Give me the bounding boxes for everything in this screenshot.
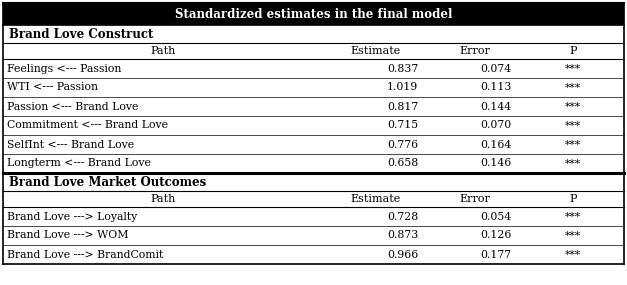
Text: Commitment <--- Brand Love: Commitment <--- Brand Love — [7, 121, 168, 131]
Text: ***: *** — [565, 249, 581, 260]
Text: 0.113: 0.113 — [480, 82, 512, 93]
Text: 0.054: 0.054 — [480, 211, 512, 221]
Text: 0.074: 0.074 — [480, 64, 512, 74]
Text: Brand Love Market Outcomes: Brand Love Market Outcomes — [9, 176, 206, 188]
Text: P: P — [569, 46, 576, 56]
Text: Standardized estimates in the final model: Standardized estimates in the final mode… — [175, 7, 452, 21]
Text: 0.164: 0.164 — [480, 139, 512, 150]
Text: 0.837: 0.837 — [387, 64, 418, 74]
Text: Estimate: Estimate — [350, 194, 401, 204]
Text: Brand Love Construct: Brand Love Construct — [9, 27, 154, 40]
Text: Error: Error — [460, 46, 490, 56]
Text: ***: *** — [565, 158, 581, 168]
Text: Error: Error — [460, 194, 490, 204]
Text: Brand Love ---> BrandComit: Brand Love ---> BrandComit — [7, 249, 163, 260]
Text: 1.019: 1.019 — [387, 82, 418, 93]
Text: 0.715: 0.715 — [387, 121, 418, 131]
Text: Brand Love ---> WOM: Brand Love ---> WOM — [7, 231, 129, 241]
Text: Estimate: Estimate — [350, 46, 401, 56]
Text: 0.070: 0.070 — [480, 121, 512, 131]
Text: ***: *** — [565, 211, 581, 221]
Text: Feelings <--- Passion: Feelings <--- Passion — [7, 64, 122, 74]
Text: 0.177: 0.177 — [480, 249, 512, 260]
Text: P: P — [569, 194, 576, 204]
Text: 0.146: 0.146 — [480, 158, 512, 168]
Text: 0.817: 0.817 — [387, 101, 418, 111]
Text: ***: *** — [565, 101, 581, 111]
Text: 0.658: 0.658 — [387, 158, 418, 168]
Text: ***: *** — [565, 231, 581, 241]
Text: ***: *** — [565, 64, 581, 74]
Text: SelfInt <--- Brand Love: SelfInt <--- Brand Love — [7, 139, 134, 150]
Text: Brand Love ---> Loyalty: Brand Love ---> Loyalty — [7, 211, 137, 221]
Bar — [3, 3, 624, 25]
Text: Longterm <--- Brand Love: Longterm <--- Brand Love — [7, 158, 151, 168]
Text: 0.144: 0.144 — [480, 101, 512, 111]
Text: 0.966: 0.966 — [387, 249, 418, 260]
Text: 0.873: 0.873 — [387, 231, 418, 241]
Text: Passion <--- Brand Love: Passion <--- Brand Love — [7, 101, 139, 111]
Text: 0.776: 0.776 — [387, 139, 418, 150]
Text: ***: *** — [565, 139, 581, 150]
Text: 0.728: 0.728 — [387, 211, 418, 221]
Text: Path: Path — [150, 194, 176, 204]
Text: 0.126: 0.126 — [480, 231, 512, 241]
Text: WTI <--- Passion: WTI <--- Passion — [7, 82, 98, 93]
Text: ***: *** — [565, 82, 581, 93]
Text: Path: Path — [150, 46, 176, 56]
Text: ***: *** — [565, 121, 581, 131]
